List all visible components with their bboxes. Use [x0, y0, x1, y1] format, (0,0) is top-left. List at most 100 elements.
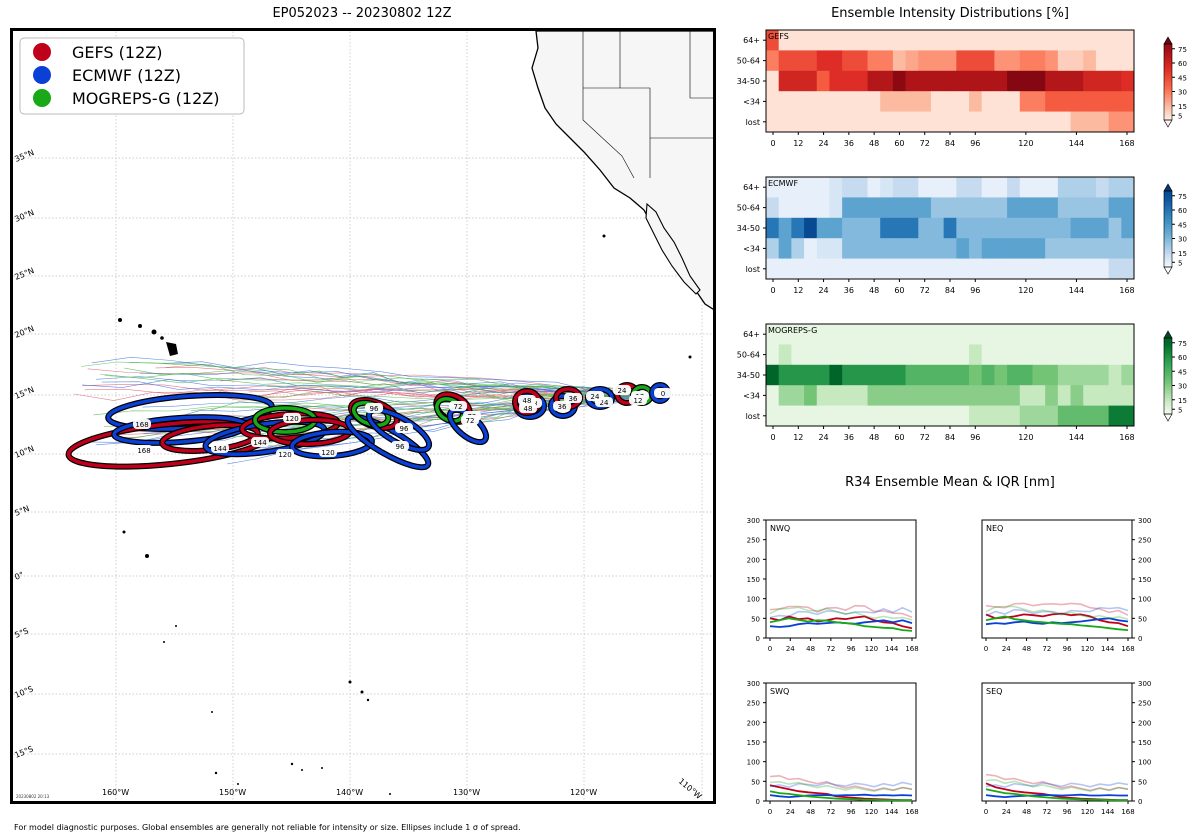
colorbar-cell [1164, 114, 1172, 118]
heat-cell [766, 177, 780, 198]
mogreps-hour-label: 48 [523, 397, 532, 405]
gefs-hour-label: 96 [396, 443, 405, 451]
colorbar-label: 60 [1178, 60, 1187, 68]
r34-x-label: 24 [1002, 808, 1011, 816]
heat-cell [867, 50, 881, 72]
r34-x-label: 72 [826, 645, 835, 653]
heat-cell [1019, 111, 1033, 133]
heat-cell [867, 197, 881, 219]
ecmwf-hour-label: 120 [278, 451, 291, 459]
heat-cell [1083, 111, 1097, 133]
heat-panel-name: ECMWF [768, 179, 798, 188]
heat-cell [892, 217, 906, 239]
heat-cell [918, 197, 932, 219]
colorbar-cell [1164, 196, 1172, 200]
heat-cell [994, 217, 1008, 239]
heat-cell [880, 50, 894, 72]
r34-y-label: 150 [1138, 576, 1151, 584]
r34-y-label: 100 [747, 759, 760, 767]
heat-cell [791, 324, 805, 345]
heat-cell [1121, 238, 1135, 259]
heat-cell [969, 385, 983, 406]
heat-cell [791, 111, 805, 133]
colorbar-cell [1164, 340, 1172, 344]
map-stamp: 20230802 20:13 [16, 794, 50, 799]
heat-cell [956, 70, 970, 92]
heat-cell [1108, 91, 1122, 112]
heat-cell [956, 111, 970, 133]
heat-cell [766, 50, 780, 72]
heat-cell [816, 50, 830, 72]
colorbar-cell [1164, 69, 1172, 73]
heat-cell [778, 258, 792, 280]
heat-cell [854, 70, 868, 92]
heat-cell [918, 364, 932, 386]
heat-cell [1083, 30, 1097, 51]
ecmwf-hour-label-bg [629, 395, 647, 405]
heat-cell [804, 324, 818, 345]
heat-cell [1007, 70, 1021, 92]
r34-x-label: 144 [885, 645, 899, 653]
heat-cell [854, 111, 868, 133]
colorbar-cell [1164, 82, 1172, 86]
heat-cell [1121, 70, 1135, 92]
heat-cell [804, 197, 818, 219]
x-tick-label: 0 [770, 286, 775, 295]
mogreps-hour-label: 120 [285, 415, 298, 423]
heat-cell [804, 258, 818, 280]
colorbar-cell [1164, 259, 1172, 263]
heat-cell [930, 91, 945, 112]
heat-cell [1108, 217, 1122, 239]
x-tick-label: 60 [894, 139, 904, 148]
heat-cell [867, 258, 881, 280]
heat-cell [981, 238, 995, 259]
heat-cell [1070, 344, 1084, 366]
heat-cell [842, 364, 856, 386]
x-tick-label: 144 [1069, 286, 1084, 295]
heat-cell [778, 324, 792, 345]
heat-cell [1070, 324, 1084, 345]
r34-x-label: 24 [786, 645, 795, 653]
heat-cell [1095, 70, 1110, 92]
heat-cell [969, 405, 983, 427]
legend-ecmwf-label: ECMWF (12Z) [72, 66, 181, 85]
x-tick-label: 72 [920, 286, 930, 295]
heat-cell [956, 405, 970, 427]
colorbar-cap-top [1163, 36, 1173, 45]
heat-cell [1083, 405, 1097, 427]
heat-cell [842, 70, 856, 92]
ecmwf-hour-label: 96 [400, 425, 409, 433]
heat-cell [1121, 364, 1135, 386]
heat-cell [905, 324, 919, 345]
heat-cell [1083, 344, 1097, 366]
r34-y-label: 100 [1138, 759, 1151, 767]
colorbar-cell [1164, 406, 1172, 410]
x-tick-label: 120 [1018, 286, 1033, 295]
heat-panel-name: GEFS [768, 32, 789, 41]
r34-x-label: 0 [984, 808, 988, 816]
row-label: <34 [743, 391, 760, 400]
heat-cell [930, 70, 945, 92]
heat-cell [816, 344, 830, 366]
heat-cell [1019, 177, 1033, 198]
legend-gefs-label: GEFS (12Z) [72, 43, 162, 62]
colorbar-cell [1164, 378, 1172, 382]
heat-cell [892, 364, 906, 386]
heat-cell [1121, 111, 1135, 133]
heat-cell [892, 385, 906, 406]
heat-cell [1070, 70, 1084, 92]
heat-cell [969, 91, 983, 112]
heat-cell [867, 385, 881, 406]
heat-cell [867, 344, 881, 366]
heat-cell [1019, 30, 1033, 51]
heat-cell [1083, 177, 1097, 198]
heat-cell [892, 344, 906, 366]
heat-cell [1045, 177, 1059, 198]
colorbar-cell [1164, 368, 1172, 372]
heat-cell [1108, 258, 1122, 280]
r34-x-label: 96 [847, 808, 856, 816]
heat-cell [994, 50, 1008, 72]
heat-cell [880, 405, 894, 427]
r34-x-label: 96 [1063, 808, 1072, 816]
heat-cell [981, 197, 995, 219]
